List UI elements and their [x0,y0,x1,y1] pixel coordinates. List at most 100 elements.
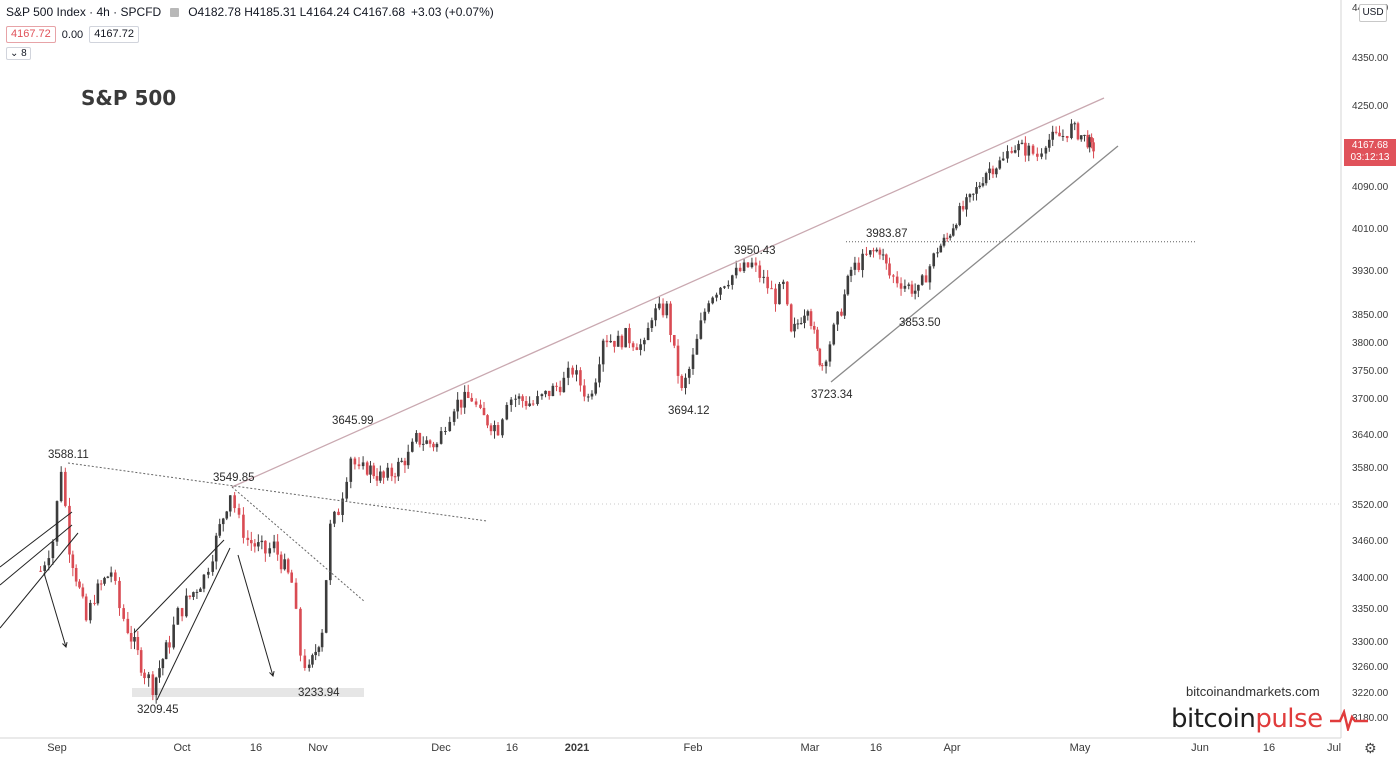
candle-body [43,565,46,572]
candle-body [820,365,824,367]
candle-body [972,193,975,195]
candle-body [669,303,672,336]
price-tick-label: 3350.00 [1352,604,1389,615]
candle-body [349,458,353,482]
candle-body [861,253,864,271]
price-tick-label: 3700.00 [1352,394,1389,405]
last-price: 4167.68 [1351,140,1389,151]
candle-body [272,541,276,549]
candle-body [711,297,714,304]
candle-body [945,237,949,239]
time-tick-label: May [1070,742,1091,754]
candle-body [924,275,928,283]
candle-body [246,537,250,541]
candle-body [832,324,836,345]
candle-body [1040,153,1043,157]
candle-body [1092,142,1095,152]
candle-body [1083,134,1086,136]
candle-body [594,382,598,394]
candle-body [369,465,372,475]
candle-body [613,340,616,347]
candle-body [180,608,184,617]
support-zone [132,688,364,697]
candle-body [917,284,920,291]
candle-body [968,194,972,198]
candle-body [286,559,290,573]
candle-body [849,269,853,276]
candle-body [624,328,627,348]
candle-body [466,391,470,398]
time-tick-label: Jul [1327,742,1341,754]
price-tick-label: 3180.00 [1352,713,1389,724]
currency-button[interactable]: USD [1359,4,1387,22]
status-square-icon [170,7,180,17]
time-tick-label: 16 [870,742,882,754]
candle-body [386,467,389,478]
candle-body [89,602,92,621]
candle-body [299,608,302,656]
candle-body [881,254,885,256]
candle-body [799,323,803,325]
price-annotation: 3853.50 [899,317,941,329]
ask-price-button[interactable]: 4167.72 [89,26,139,43]
price-annotation: 3723.34 [811,389,853,401]
candle-body [991,168,995,175]
price-tick-label: 3400.00 [1352,573,1389,584]
candle-body [428,440,432,444]
candle-body [474,401,478,405]
candle-body [540,394,544,397]
candle-body [521,396,524,402]
time-tick-label: Nov [308,742,328,754]
candle-body [958,206,961,225]
candle-body [64,471,67,506]
indicator-toggle-row: ⌄ 8 [6,47,31,60]
time-tick-label: Jun [1191,742,1209,754]
candle-body [818,348,822,366]
time-tick-label: Dec [431,742,451,754]
candle-body [528,403,531,407]
candle-body [920,275,924,285]
indicator-toggle-button[interactable]: ⌄ 8 [6,47,31,60]
candle-body [723,286,726,288]
candle-body [750,262,754,268]
candle-body [1013,150,1017,153]
candle-body [661,303,665,316]
short-dotted-line [231,486,366,603]
candle-body [486,415,489,426]
candle-body [84,596,88,621]
ohlc-readout: O4182.78 H4185.31 L4164.24 C4167.68 [188,5,406,19]
bar-countdown: 03:12:13 [1350,152,1390,163]
candle-body [895,276,899,284]
channel-line [133,539,225,634]
price-tick-label: 3260.00 [1352,662,1389,673]
candle-body [1061,135,1065,137]
candle-body [978,185,982,188]
time-tick-label: 16 [250,742,262,754]
bid-price-button[interactable]: 4167.72 [6,26,56,43]
symbol-label[interactable]: S&P 500 Index · 4h · SPCFD [6,5,162,19]
candle-body [872,250,875,252]
candle-body [211,561,215,572]
candle-body [93,602,96,604]
candle-body [628,328,631,344]
candle-body [158,668,161,678]
candle-body [68,505,71,555]
candle-body [345,481,348,499]
candle-body [129,633,133,642]
candle-body [579,370,582,386]
price-tick-label: 3800.00 [1352,338,1389,349]
candle-body [715,294,718,298]
candle-body [397,461,400,477]
candle-body [544,390,547,395]
price-annotation: 3588.11 [48,449,89,461]
settings-gear-icon[interactable]: ⚙ [1364,740,1377,756]
candle-body [357,464,361,467]
brand-part2: pulse [1255,704,1323,734]
candle-body [390,467,394,477]
upper-resistance-trendline [231,97,1105,488]
candle-body [840,311,843,316]
candle-body [865,253,868,255]
candle-body [857,262,861,271]
candle-body [276,541,279,555]
